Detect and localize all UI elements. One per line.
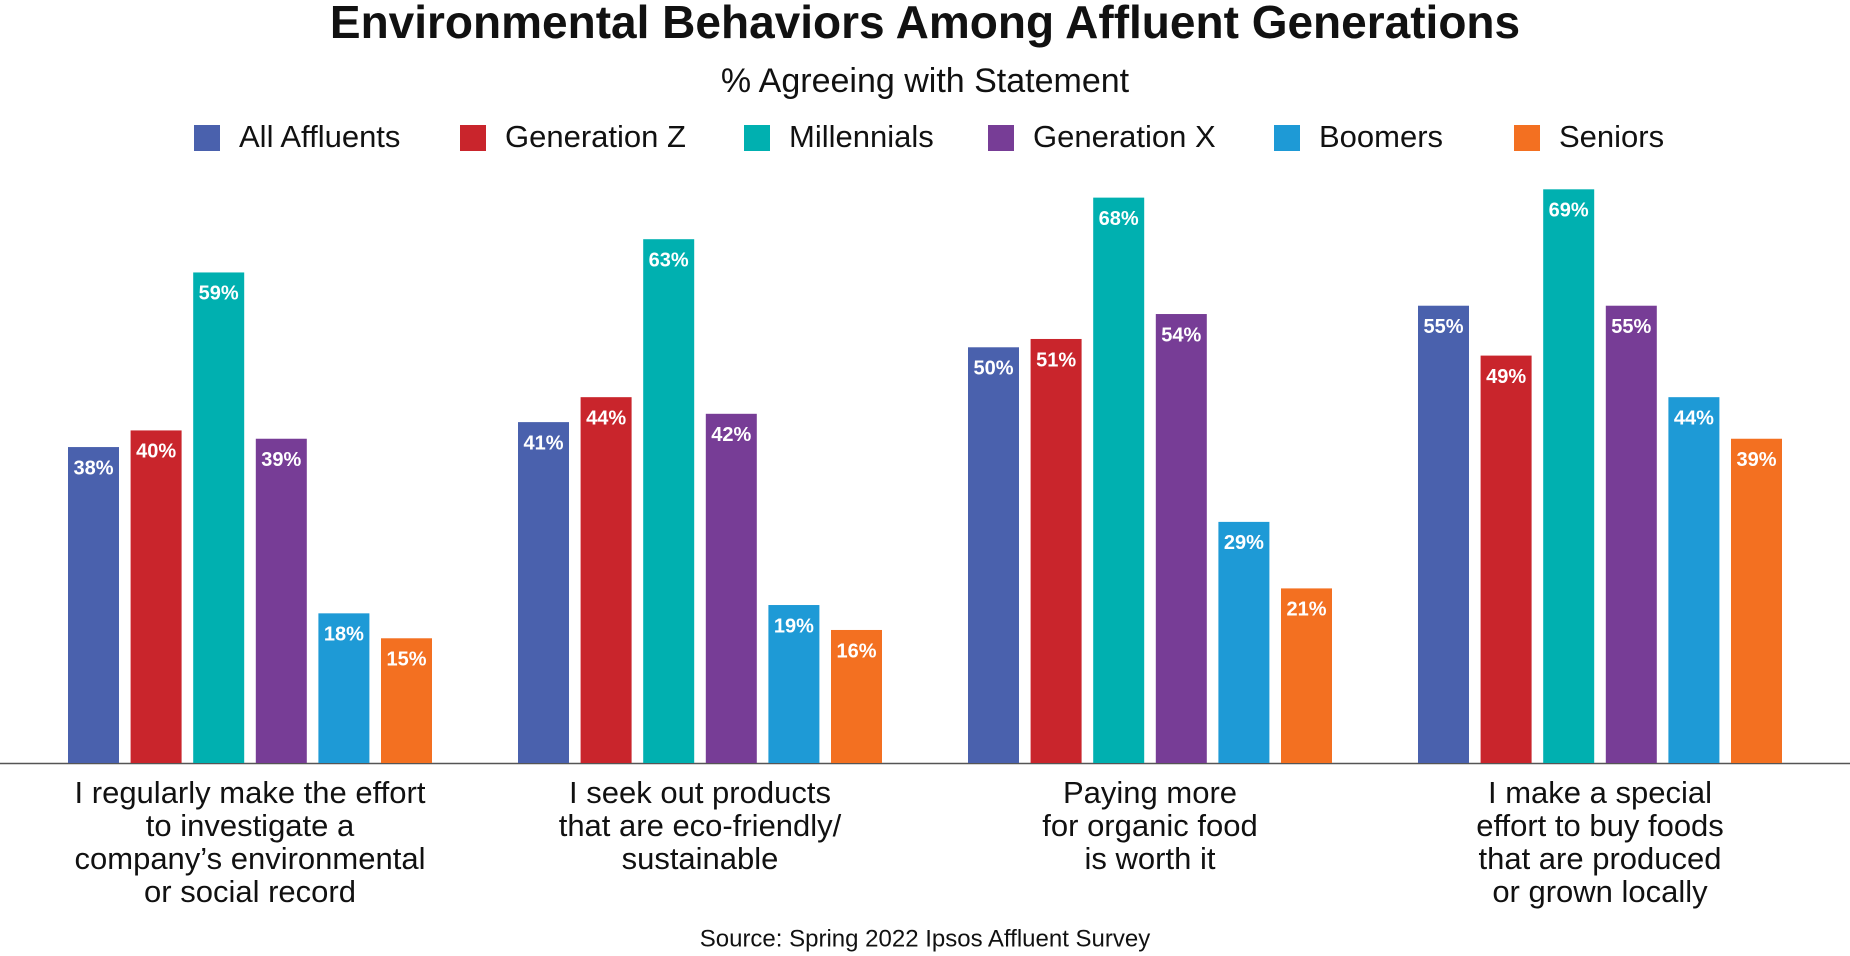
bar — [1480, 355, 1532, 763]
value-label: 63% — [649, 249, 689, 271]
value-label: 68% — [1099, 208, 1139, 230]
value-label: 42% — [711, 424, 751, 446]
x-tick-label: for organic food — [1042, 808, 1257, 843]
bar — [1605, 305, 1657, 763]
value-label: 54% — [1161, 324, 1201, 346]
x-tick-label: to investigate a — [146, 808, 355, 843]
value-label: 69% — [1549, 200, 1589, 222]
legend-swatch — [460, 125, 486, 151]
x-tick-label: I regularly make the effort — [75, 775, 426, 810]
chart-title: Environmental Behaviors Among Affluent G… — [330, 0, 1520, 48]
bar — [68, 447, 119, 763]
value-label: 19% — [774, 615, 814, 637]
value-label: 59% — [199, 283, 239, 305]
bar — [643, 239, 695, 763]
legend-swatch — [1274, 125, 1300, 151]
value-label: 16% — [836, 640, 876, 662]
bar — [318, 613, 370, 763]
legend-label: Generation Z — [505, 119, 686, 154]
value-label: 44% — [586, 407, 626, 429]
bar — [768, 605, 820, 763]
x-tick-label: I make a special — [1488, 775, 1712, 810]
value-label: 29% — [1224, 532, 1264, 554]
bar — [1155, 314, 1207, 763]
x-tick-label: Paying more — [1063, 775, 1237, 810]
value-label: 50% — [973, 358, 1013, 380]
legend-label: All Affluents — [239, 119, 400, 154]
value-label: 18% — [324, 624, 364, 646]
bar — [831, 629, 882, 763]
source-note: Source: Spring 2022 Ipsos Affluent Surve… — [700, 925, 1151, 952]
value-label: 55% — [1611, 316, 1651, 338]
bar — [1093, 197, 1145, 764]
value-label: 44% — [1674, 407, 1714, 429]
bar — [1281, 588, 1332, 763]
x-tick-label: effort to buy foods — [1476, 808, 1724, 843]
x-tick-label: that are eco-friendly/ — [559, 808, 842, 843]
legend-swatch — [194, 125, 220, 151]
legend-label: Millennials — [789, 119, 934, 154]
x-tick-label: sustainable — [622, 841, 779, 876]
bar — [968, 347, 1019, 763]
bar — [1218, 521, 1270, 763]
bar — [1030, 338, 1082, 763]
value-label: 51% — [1036, 349, 1076, 371]
bar — [580, 397, 632, 763]
x-tick-label: I seek out products — [569, 775, 831, 810]
value-label: 39% — [1736, 449, 1776, 471]
bar — [518, 422, 569, 763]
bar — [381, 638, 432, 763]
value-label: 40% — [136, 441, 176, 463]
value-label: 21% — [1286, 599, 1326, 621]
x-tick-label: or grown locally — [1492, 874, 1708, 909]
bar — [1668, 397, 1720, 763]
legend-label: Generation X — [1033, 119, 1216, 154]
bar — [1543, 189, 1595, 764]
value-label: 55% — [1423, 316, 1463, 338]
bar — [130, 430, 182, 763]
legend-swatch — [1514, 125, 1540, 151]
legend-label: Seniors — [1559, 119, 1664, 154]
x-tick-label: company’s environmental — [75, 841, 426, 876]
value-label: 15% — [386, 649, 426, 671]
legend-label: Boomers — [1319, 119, 1443, 154]
bar — [193, 272, 245, 763]
x-tick-label: that are produced — [1478, 841, 1721, 876]
value-label: 38% — [73, 457, 113, 479]
value-label: 41% — [523, 432, 563, 454]
x-tick-label: or social record — [144, 874, 356, 909]
chart-subtitle: % Agreeing with Statement — [721, 62, 1130, 100]
legend-swatch — [988, 125, 1014, 151]
value-label: 39% — [261, 449, 301, 471]
bar — [255, 438, 307, 763]
bar — [1731, 438, 1782, 763]
bar — [705, 413, 757, 763]
value-label: 49% — [1486, 366, 1526, 388]
x-tick-label: is worth it — [1085, 841, 1216, 876]
bar — [1418, 305, 1469, 763]
legend-swatch — [744, 125, 770, 151]
